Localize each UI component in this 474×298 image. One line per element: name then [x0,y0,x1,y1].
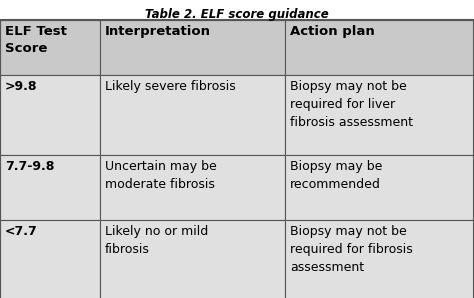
Text: <7.7: <7.7 [5,225,38,238]
Bar [100,20,285,75]
Bar [0,20,100,75]
Text: Table 2. ELF score guidance: Table 2. ELF score guidance [145,8,329,21]
Bar [285,155,474,220]
Text: Likely severe fibrosis: Likely severe fibrosis [105,80,236,93]
Bar [285,75,474,155]
Bar [0,155,100,220]
Bar [0,75,100,155]
Bar [285,20,474,75]
Text: >9.8: >9.8 [5,80,37,93]
Text: Action plan: Action plan [290,25,375,38]
Text: 7.7-9.8: 7.7-9.8 [5,160,55,173]
Bar [100,75,285,155]
Text: Biopsy may not be
required for fibrosis
assessment: Biopsy may not be required for fibrosis … [290,225,413,274]
Bar [0,220,100,298]
Text: Interpretation: Interpretation [105,25,211,38]
Text: ELF Test
Score: ELF Test Score [5,25,67,55]
Bar [100,155,285,220]
Text: Biopsy may not be
required for liver
fibrosis assessment: Biopsy may not be required for liver fib… [290,80,413,129]
Text: Uncertain may be
moderate fibrosis: Uncertain may be moderate fibrosis [105,160,217,191]
Text: Biopsy may be
recommended: Biopsy may be recommended [290,160,383,191]
Bar [100,220,285,298]
Text: Likely no or mild
fibrosis: Likely no or mild fibrosis [105,225,208,256]
Bar [285,220,474,298]
